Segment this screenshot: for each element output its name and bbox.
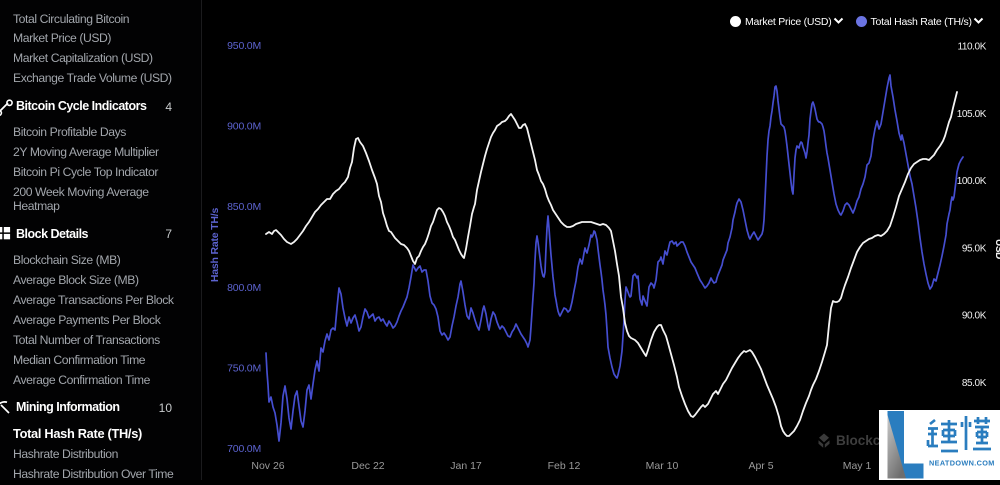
svg-text:85.0K: 85.0K bbox=[962, 378, 987, 389]
svg-text:750.0M: 750.0M bbox=[227, 362, 261, 374]
svg-text:105.0K: 105.0K bbox=[957, 109, 987, 120]
svg-text:Nov 26: Nov 26 bbox=[251, 460, 284, 472]
svg-text:950.0M: 950.0M bbox=[227, 40, 261, 52]
svg-text:850.0M: 850.0M bbox=[227, 201, 261, 213]
svg-text:700.0M: 700.0M bbox=[227, 443, 261, 455]
svg-text:Mar 10: Mar 10 bbox=[646, 460, 679, 472]
svg-text:Jan 17: Jan 17 bbox=[450, 460, 482, 472]
svg-text:Hash Rate TH/s: Hash Rate TH/s bbox=[209, 208, 221, 283]
svg-text:Apr 5: Apr 5 bbox=[748, 460, 773, 472]
svg-text:90.0K: 90.0K bbox=[962, 311, 987, 322]
svg-text:900.0M: 900.0M bbox=[227, 121, 261, 133]
svg-text:95.0K: 95.0K bbox=[962, 243, 987, 254]
svg-text:800.0M: 800.0M bbox=[227, 282, 261, 294]
svg-text:110.0K: 110.0K bbox=[957, 42, 986, 53]
svg-text:NEATDOWN.COM: NEATDOWN.COM bbox=[929, 459, 995, 468]
svg-text:100.0K: 100.0K bbox=[957, 176, 987, 187]
svg-text:Dec 22: Dec 22 bbox=[351, 460, 384, 472]
svg-text:USD: USD bbox=[993, 239, 1000, 259]
svg-text:Feb 12: Feb 12 bbox=[548, 460, 581, 472]
svg-text:May 1: May 1 bbox=[843, 460, 872, 472]
